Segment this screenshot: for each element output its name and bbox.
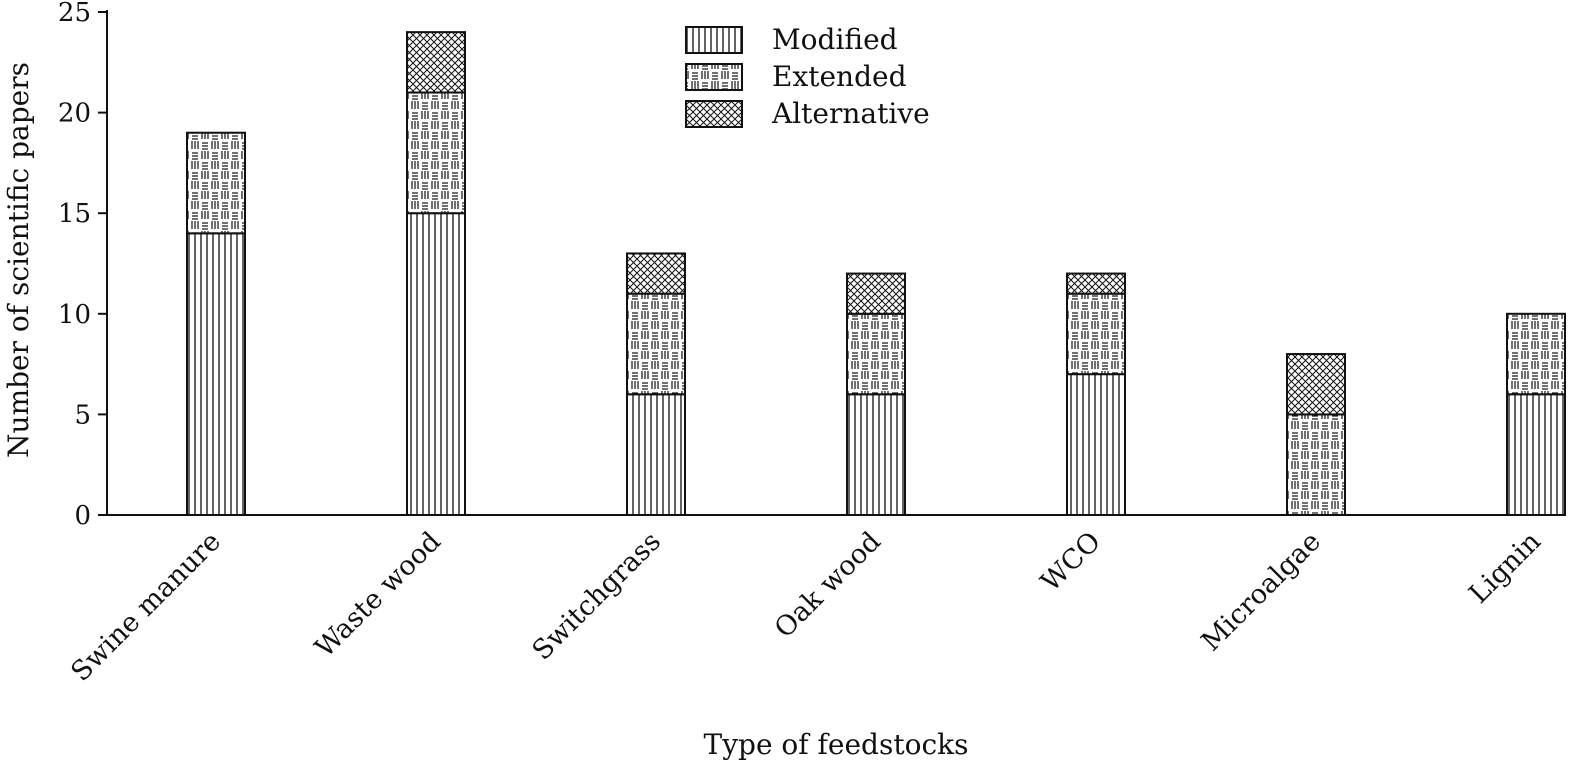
bar-modified-switchgrass bbox=[626, 393, 686, 516]
x-tick-label: Lignin bbox=[1463, 526, 1547, 610]
bar-alternative-switchgrass bbox=[626, 252, 686, 295]
legend-swatch-modified bbox=[685, 26, 743, 54]
y-tick-label: 20 bbox=[58, 99, 91, 129]
y-tick-label: 5 bbox=[74, 400, 91, 430]
legend-swatch-alternative bbox=[685, 100, 743, 128]
bar-modified-oak-wood bbox=[846, 393, 906, 516]
bar-alternative-waste-wood bbox=[406, 31, 466, 94]
axes: 0 5 10 15 20 25 bbox=[58, 0, 1565, 531]
x-tick-label: Swine manure bbox=[65, 526, 227, 688]
bar-extended-microalgae bbox=[1286, 413, 1346, 516]
bar-extended-oak-wood bbox=[846, 312, 906, 396]
bars bbox=[186, 31, 1566, 516]
y-ticks: 0 5 10 15 20 25 bbox=[58, 0, 107, 531]
bar-extended-switchgrass bbox=[626, 292, 686, 396]
bar-alternative-wco bbox=[1066, 272, 1126, 295]
bar-extended-swine-manure bbox=[186, 131, 246, 235]
bar-modified-waste-wood bbox=[406, 212, 466, 516]
y-tick-label: 25 bbox=[58, 0, 91, 28]
bar-modified-lignin bbox=[1506, 393, 1566, 516]
x-tick-label: Oak wood bbox=[769, 526, 887, 644]
legend-label-alternative: Alternative bbox=[771, 97, 930, 130]
legend-label-extended: Extended bbox=[772, 60, 907, 93]
legend-swatch-extended bbox=[685, 63, 743, 91]
bar-extended-waste-wood bbox=[406, 91, 466, 215]
y-axis-title: Number of scientific papers bbox=[2, 62, 35, 458]
bar-extended-lignin bbox=[1506, 312, 1566, 396]
x-tick-label: Waste wood bbox=[309, 526, 447, 664]
bar-modified-swine-manure bbox=[186, 232, 246, 516]
bar-alternative-oak-wood bbox=[846, 272, 906, 315]
x-axis-title: Type of feedstocks bbox=[704, 728, 969, 761]
bar-extended-wco bbox=[1066, 292, 1126, 376]
y-tick-label: 10 bbox=[58, 300, 91, 330]
legend-label-modified: Modified bbox=[772, 23, 898, 56]
bar-alternative-microalgae bbox=[1286, 353, 1346, 416]
y-tick-label: 15 bbox=[58, 199, 91, 229]
y-tick-label: 0 bbox=[74, 501, 91, 531]
legend: Modified Extended Alternative bbox=[685, 23, 930, 130]
x-tick-label: WCO bbox=[1035, 526, 1107, 598]
category-labels: Swine manure Waste wood Switchgrass Oak woo… bbox=[65, 526, 1547, 688]
x-tick-label: Switchgrass bbox=[527, 526, 667, 666]
bar-modified-wco bbox=[1066, 373, 1126, 516]
x-tick-label: Microalgae bbox=[1196, 526, 1327, 657]
